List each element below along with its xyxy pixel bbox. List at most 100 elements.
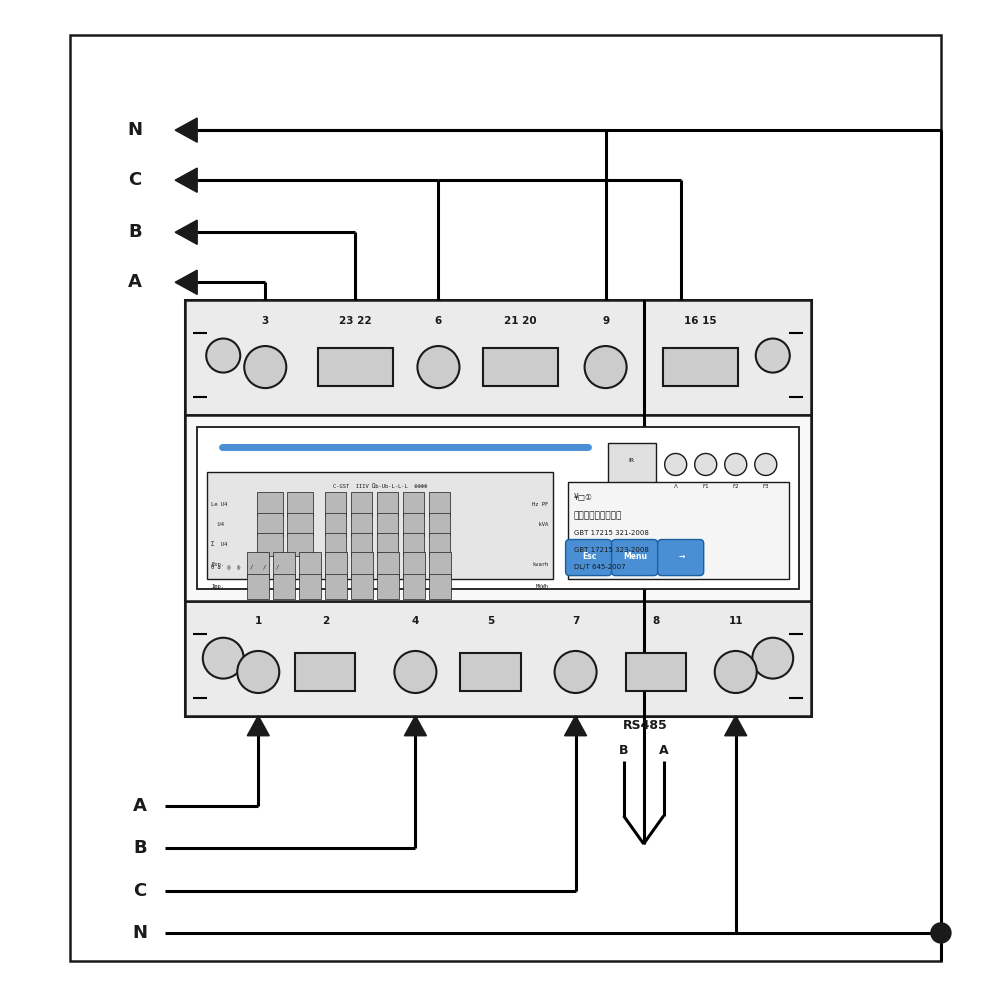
Bar [377,552,399,577]
Bar [197,427,799,589]
Polygon shape [565,716,587,736]
Text: 三相导轨安装式电表: 三相导轨安装式电表 [574,512,622,520]
Text: 6: 6 [434,316,442,326]
Bar [325,492,346,516]
Polygon shape [175,118,197,142]
Circle shape [715,651,757,693]
Text: C: C [128,171,142,189]
Text: Imp.: Imp. [211,585,224,589]
Circle shape [555,651,597,693]
Bar [185,300,811,415]
Bar [295,653,355,691]
Bar [377,574,399,599]
Bar [257,492,283,516]
Circle shape [753,638,793,679]
Bar [299,574,321,599]
Circle shape [931,923,951,943]
Text: 5: 5 [486,617,494,627]
Circle shape [665,453,687,475]
Bar [325,552,347,577]
Text: MkWh: MkWh [536,585,549,589]
Text: Λ: Λ [674,484,678,488]
Bar [377,492,398,516]
Text: 3: 3 [261,316,269,326]
Text: Σ  U4: Σ U4 [211,543,227,547]
Circle shape [756,338,790,372]
Polygon shape [175,270,197,294]
Bar [429,513,450,536]
Text: C·GST  IIIV Ωb·Ub·L·L·L  ⊕⊕⊕⊕: C·GST IIIV Ωb·Ub·L·L·L ⊕⊕⊕⊕ [332,484,427,488]
Text: A: A [659,745,669,757]
Bar [626,653,686,691]
Bar [403,492,424,516]
Text: GBT 17215 321-2008: GBT 17215 321-2008 [574,530,649,536]
Text: F3: F3 [763,484,769,488]
Circle shape [206,338,240,372]
Text: N: N [133,924,147,942]
Text: F1: F1 [703,484,709,488]
Bar [429,574,451,599]
Text: B: B [128,223,142,241]
Bar [351,574,373,599]
FancyBboxPatch shape [612,540,658,576]
Text: 8: 8 [652,617,660,627]
FancyBboxPatch shape [658,540,704,576]
Bar [429,552,451,577]
Bar [351,513,372,536]
Bar [377,513,398,536]
Circle shape [695,453,717,475]
Circle shape [725,453,747,475]
Text: →: → [679,553,685,561]
Bar [429,492,450,516]
Text: 7: 7 [572,617,580,627]
Bar [568,482,789,579]
Text: 1: 1 [254,617,262,627]
Bar [663,348,738,386]
Circle shape [585,346,627,388]
Circle shape [203,638,243,679]
Bar [325,574,347,599]
Circle shape [755,453,777,475]
Bar [299,552,321,577]
Text: 4: 4 [411,617,419,627]
Polygon shape [404,716,426,736]
Text: B: B [133,839,147,857]
Bar [460,653,521,691]
Bar [403,574,425,599]
Text: θ ↺  ◎  ◎   /   /   /: θ ↺ ◎ ◎ / / / [211,564,286,570]
Bar [185,415,811,601]
Bar [403,552,425,577]
Text: Le U4: Le U4 [211,503,227,507]
Text: 21 20: 21 20 [505,316,537,326]
Circle shape [394,651,436,693]
Bar [325,533,346,556]
Text: Esc: Esc [583,553,597,561]
Text: A: A [128,273,142,291]
Text: N: N [128,121,142,139]
Bar [287,492,313,516]
Bar [351,533,372,556]
Text: DL/T 645-2007: DL/T 645-2007 [574,564,626,570]
Circle shape [417,346,459,388]
Text: kVA: kVA [533,523,549,527]
Bar [483,348,559,386]
Bar [403,533,424,556]
Text: Hz PF: Hz PF [533,503,549,507]
Text: B: B [619,745,629,757]
Bar [287,533,313,556]
Text: C: C [133,882,147,900]
Text: ¥□①: ¥□① [574,493,593,502]
Polygon shape [247,716,269,736]
Bar [403,513,424,536]
Text: U4: U4 [211,523,224,527]
Text: A: A [133,797,147,815]
Bar [351,492,372,516]
Polygon shape [175,220,197,244]
Bar [257,513,283,536]
FancyBboxPatch shape [566,540,612,576]
Polygon shape [175,168,197,192]
Bar [318,348,392,386]
Text: 11: 11 [729,617,743,627]
Bar [273,552,295,577]
Text: F2: F2 [733,484,739,488]
